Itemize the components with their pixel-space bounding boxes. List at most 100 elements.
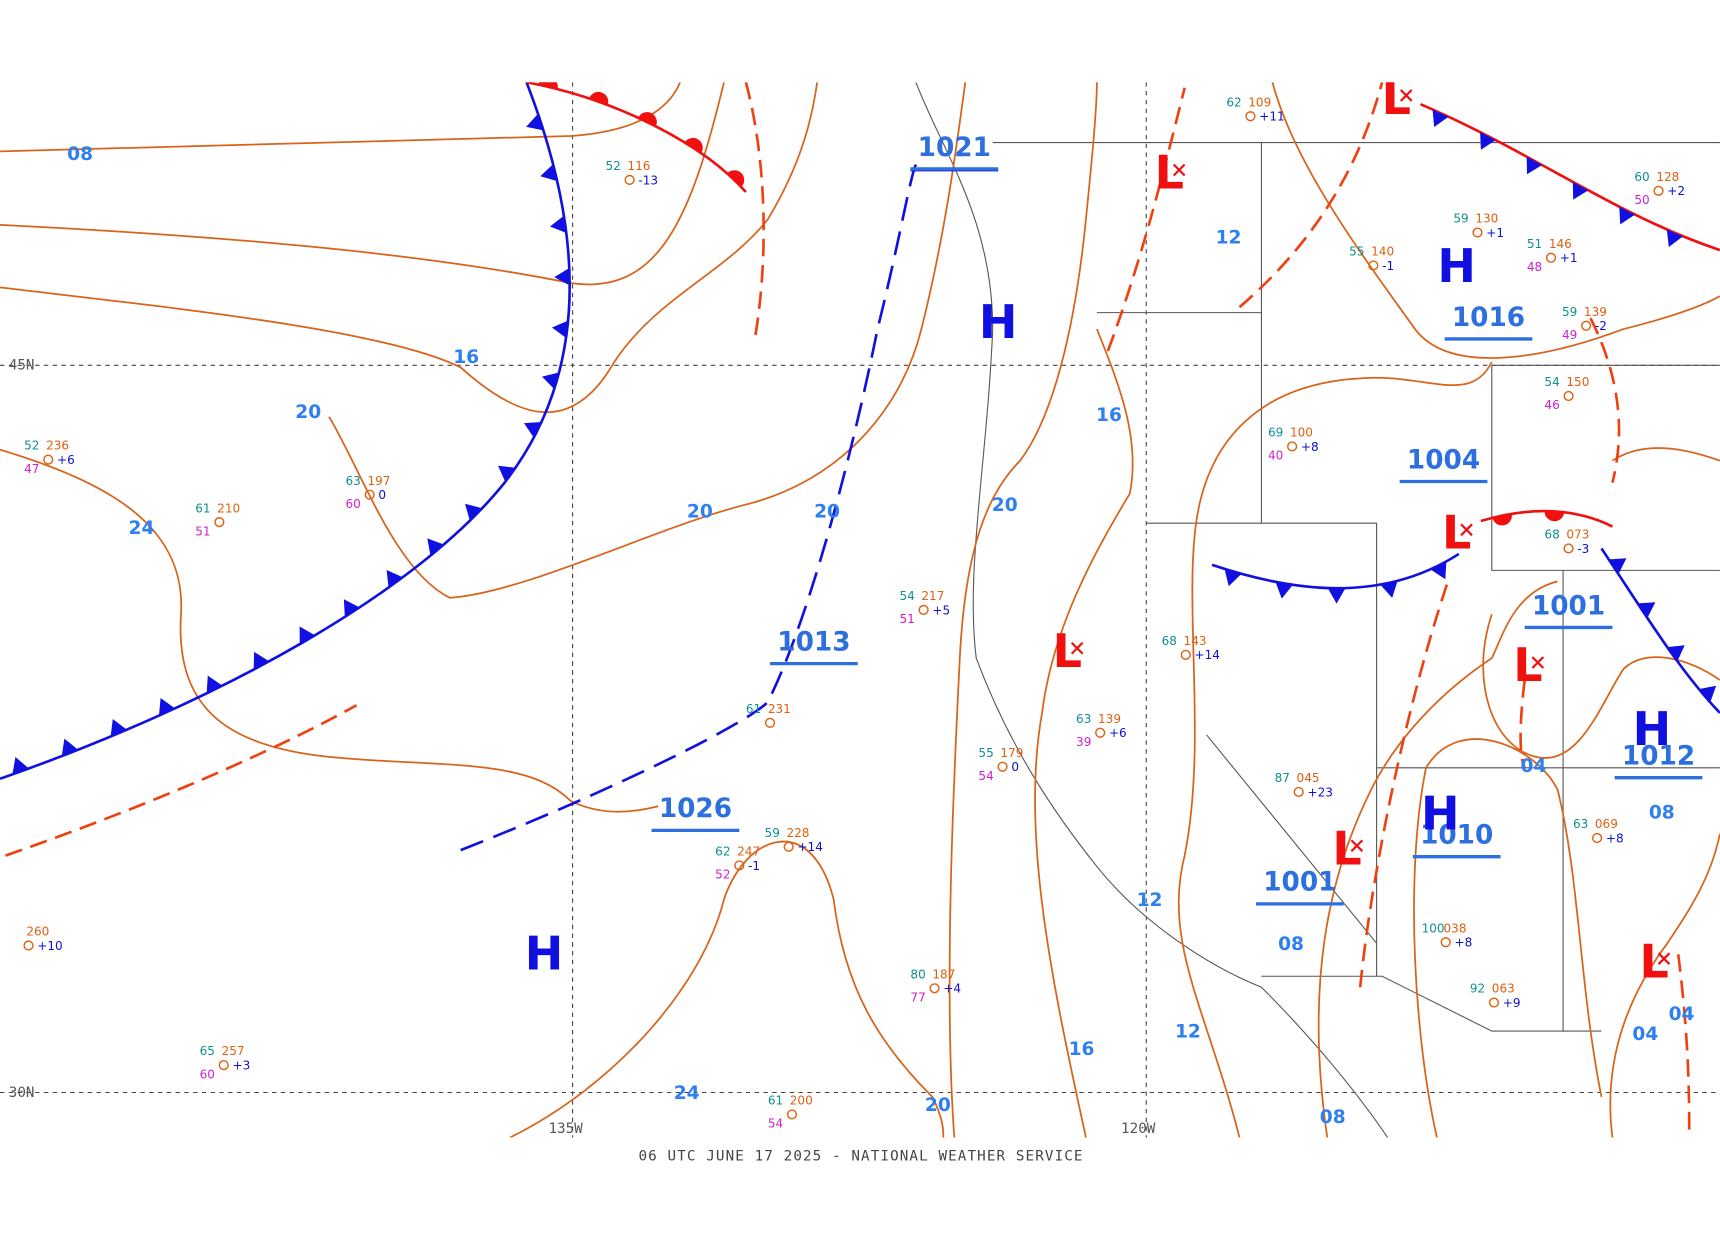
station-marker <box>1563 543 1574 554</box>
front-symbol <box>427 538 444 556</box>
isobar <box>0 82 819 414</box>
station-pressure: 139 <box>1098 712 1121 726</box>
station-pressure: 116 <box>627 159 650 173</box>
front-triangle <box>1666 229 1683 248</box>
front-symbol <box>589 91 609 106</box>
front-semicircle <box>684 137 703 154</box>
front-symbol <box>1526 156 1543 175</box>
station-pressure: 128 <box>1656 170 1679 184</box>
front-symbol <box>1430 561 1447 580</box>
isobar <box>1317 580 1558 1138</box>
front-symbol <box>1572 181 1589 200</box>
trough <box>1238 82 1384 309</box>
low-center: L <box>1639 934 1668 988</box>
isobar-label: 12 <box>1137 890 1163 911</box>
front-triangle <box>526 113 544 131</box>
front-symbol <box>1224 569 1242 587</box>
station-marker <box>1440 937 1451 948</box>
front-triangle <box>1380 581 1398 598</box>
front-symbol <box>1380 581 1398 598</box>
low-center: L <box>1332 821 1361 875</box>
isobar-label: 12 <box>1175 1022 1201 1043</box>
station-tendency: +8 <box>1606 831 1624 845</box>
station-dewpoint: 49 <box>1562 328 1577 342</box>
trough <box>1358 580 1450 988</box>
station-tendency: -13 <box>638 173 658 187</box>
station-tendency: +8 <box>1301 440 1319 454</box>
station-temperature: 62 <box>1226 95 1241 109</box>
troughs <box>5 82 1691 1138</box>
station-pressure: 260 <box>26 925 49 939</box>
station-temperature: 52 <box>24 439 39 453</box>
station-pressure: 063 <box>1492 982 1515 996</box>
station-temperature: 68 <box>1544 528 1559 542</box>
front-triangle <box>1275 582 1293 599</box>
station-temperature: 68 <box>1162 634 1177 648</box>
station-pressure: 228 <box>786 826 809 840</box>
station-marker <box>624 174 635 185</box>
station-temperature: 59 <box>1562 305 1577 319</box>
front-symbol <box>253 651 270 670</box>
front-symbol <box>554 267 570 286</box>
station-temperature: 61 <box>746 702 761 716</box>
pressure-value: 1026 <box>659 794 732 824</box>
station-marker <box>1368 260 1379 271</box>
front-symbol <box>12 757 29 775</box>
front-triangle <box>386 570 403 588</box>
front-symbol <box>61 738 79 757</box>
station-marker <box>1591 832 1603 844</box>
front-triangle <box>343 599 360 617</box>
isobar-label: 04 <box>1521 756 1547 777</box>
cold-front <box>1600 547 1720 714</box>
station-pressure: 069 <box>1595 817 1618 831</box>
station-marker <box>1488 997 1500 1008</box>
front-symbol <box>1608 558 1627 575</box>
isobar-label: 08 <box>1649 802 1675 823</box>
high-center: H <box>1633 702 1672 756</box>
front-triangle <box>253 651 270 670</box>
station-dewpoint: 40 <box>1268 449 1283 463</box>
station-pressure: 200 <box>790 1094 813 1108</box>
low-cross <box>1172 163 1186 177</box>
station-tendency: +11 <box>1259 110 1284 124</box>
isobar-label: 20 <box>814 502 840 523</box>
station-pressure: 210 <box>217 501 240 515</box>
labels: 102110131026101610041001100110101012HHHH… <box>23 82 1703 1131</box>
station-pressure: 140 <box>1371 245 1394 259</box>
grid-label: 45N <box>9 358 35 374</box>
front-symbol <box>1544 510 1565 522</box>
front-symbol <box>206 675 223 694</box>
station-marker <box>1545 252 1557 263</box>
footer: 06 UTC JUNE 17 2025 - NATIONAL WEATHER S… <box>639 1149 1084 1165</box>
isobar-label: 16 <box>453 347 479 368</box>
front-triangle <box>1526 156 1543 175</box>
isobar-label: 24 <box>674 1083 700 1104</box>
front-symbol <box>343 599 360 617</box>
front-triangle <box>498 465 516 482</box>
station-tendency: +1 <box>1560 251 1578 265</box>
station-temperature: 55 <box>1349 245 1364 259</box>
pressure-value: 1012 <box>1622 742 1695 772</box>
front-symbol <box>540 164 558 182</box>
station-tendency: -1 <box>748 859 760 873</box>
fronts <box>0 82 1720 781</box>
low-cross <box>1350 839 1364 852</box>
front-symbol <box>550 215 567 234</box>
station-marker <box>929 983 940 994</box>
trough <box>744 82 765 341</box>
station-temperature: 51 <box>1527 237 1542 251</box>
front-triangle <box>1619 206 1635 225</box>
grid-label: 120W <box>1121 1121 1156 1137</box>
trough <box>1519 679 1526 769</box>
trough <box>1676 954 1691 1138</box>
low-cross <box>1531 656 1545 669</box>
station-tendency: -2 <box>1595 319 1607 333</box>
front-semicircle <box>1492 513 1512 526</box>
borders <box>915 82 1720 1138</box>
front-symbol <box>542 372 560 390</box>
station-temperature: 60 <box>1634 170 1649 184</box>
station-temperature: 63 <box>1573 817 1588 831</box>
station-tendency: +3 <box>233 1058 251 1072</box>
pressure-value: 1001 <box>1263 868 1336 898</box>
station-pressure: 187 <box>932 967 955 981</box>
